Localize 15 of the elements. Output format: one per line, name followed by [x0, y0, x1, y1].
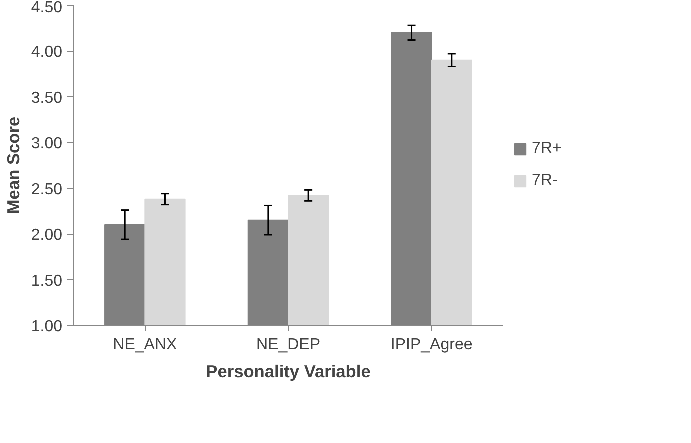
x-tick-label: IPIP_Agree	[390, 336, 473, 354]
legend-label: 7R-	[532, 172, 558, 190]
y-tick-label: 4.50	[31, 0, 63, 16]
y-tick-label: 2.00	[31, 227, 63, 244]
y-tick-label: 4.00	[31, 44, 63, 62]
x-tick-label: NE_DEP	[256, 336, 321, 354]
y-tick-label: 3.50	[31, 90, 63, 107]
legend-label: 7R+	[532, 140, 562, 158]
y-tick-label: 1.00	[31, 318, 63, 336]
y-axis-title: Mean Score	[3, 116, 24, 214]
y-tick-label: 1.50	[31, 272, 63, 290]
x-axis-title: Personality Variable	[206, 362, 372, 382]
y-tick-label: 3.00	[31, 136, 63, 153]
x-tick-label: NE_ANX	[113, 336, 178, 354]
y-tick-label: 2.50	[31, 181, 63, 198]
